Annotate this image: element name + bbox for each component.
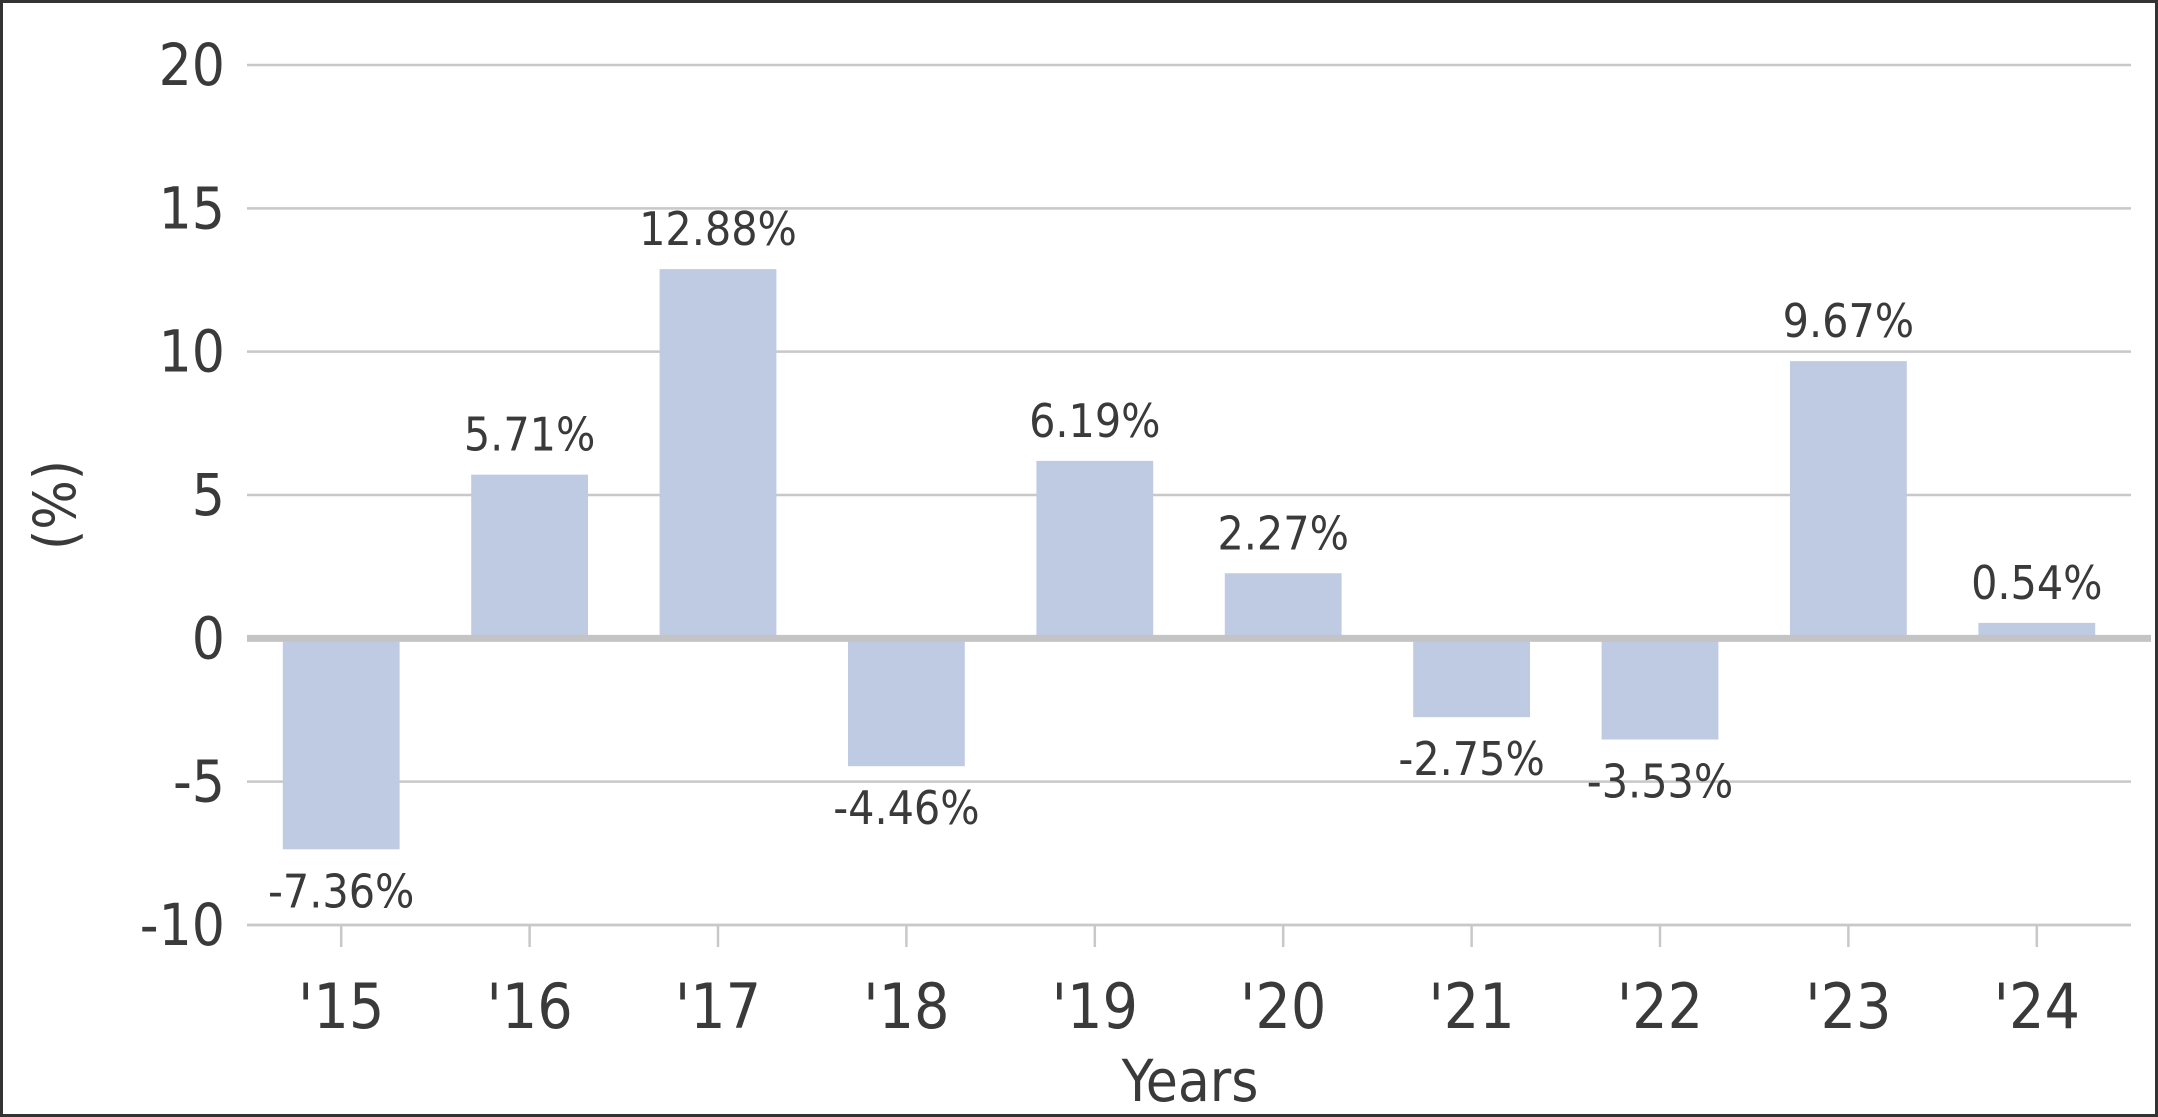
bar [847, 638, 965, 767]
y-tick-label: 20 [159, 31, 225, 99]
data-label: -4.46% [833, 781, 979, 835]
y-tick-label: -5 [173, 748, 225, 816]
x-tick-label: '18 [863, 970, 949, 1043]
bar [1601, 638, 1719, 740]
data-label: 2.27% [1217, 506, 1348, 560]
bar [1413, 638, 1531, 718]
data-label: 9.67% [1783, 294, 1914, 348]
x-tick-label: '16 [486, 970, 572, 1043]
x-tick-label: '17 [675, 970, 761, 1043]
x-tick-label: '22 [1617, 970, 1703, 1043]
x-tick-label: '21 [1428, 970, 1514, 1043]
bar [471, 474, 589, 639]
data-label: -3.53% [1587, 755, 1733, 809]
y-axis-ticks: 20 15 10 5 0 -5 -10 [140, 31, 225, 959]
bar [1978, 622, 2096, 639]
bars [282, 269, 2096, 850]
bar [1789, 361, 1907, 639]
bar-chart: 20 15 10 5 0 -5 -10 -7.36% 5.71% 12.88% -4.46% 6.1… [21, 31, 2151, 1114]
x-axis-ticks: '15 '16 '17 '18 '19 '20 '21 '22 '23 '24 [298, 925, 2080, 1043]
y-axis-title: (%) [21, 460, 89, 550]
x-tick-label: '19 [1052, 970, 1138, 1043]
y-tick-label: -10 [140, 891, 225, 959]
x-tick-label: '24 [1994, 970, 2080, 1043]
bar [659, 269, 777, 639]
x-axis-title: Years [1121, 1047, 1259, 1114]
y-tick-label: 10 [159, 318, 225, 386]
data-label: 12.88% [639, 202, 797, 256]
data-label: 6.19% [1029, 394, 1160, 448]
x-tick-label: '15 [298, 970, 384, 1043]
y-tick-label: 15 [159, 174, 225, 242]
y-tick-label: 0 [192, 604, 225, 672]
data-labels: -7.36% 5.71% 12.88% -4.46% 6.19% 2.27% -2.75% -… [268, 202, 2103, 918]
data-label: 5.71% [464, 408, 595, 462]
y-tick-label: 5 [192, 461, 225, 529]
x-tick-label: '23 [1805, 970, 1891, 1043]
data-label: 0.54% [1971, 556, 2102, 610]
bar [282, 638, 400, 850]
data-label: -2.75% [1398, 732, 1544, 786]
bar [1036, 460, 1154, 639]
bar [1224, 573, 1342, 639]
x-tick-label: '20 [1240, 970, 1326, 1043]
data-label: -7.36% [268, 864, 414, 918]
